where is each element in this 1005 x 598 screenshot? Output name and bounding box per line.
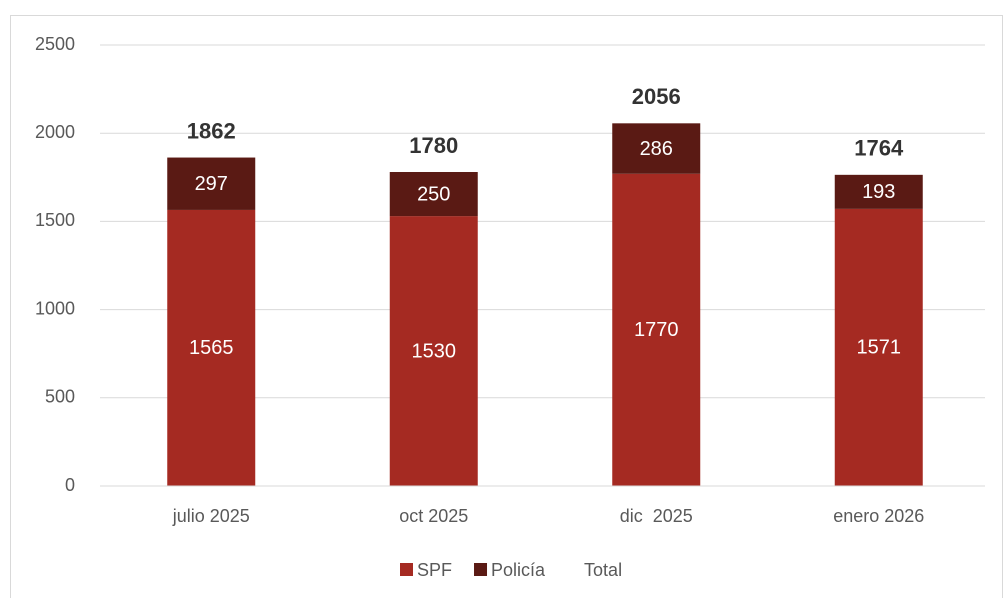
data-label: 1770 — [634, 319, 679, 341]
data-label: 1571 — [857, 337, 902, 359]
x-tick-label: julio 2025 — [172, 506, 250, 526]
legend-swatch — [400, 563, 413, 576]
bar-segment — [167, 209, 256, 486]
y-tick-label: 0 — [65, 475, 75, 495]
data-label: 1565 — [189, 337, 234, 359]
x-tick-label: oct 2025 — [399, 506, 468, 526]
bar-segment — [389, 216, 478, 486]
total-label: 1764 — [854, 136, 904, 161]
bar-segment — [389, 172, 478, 217]
y-tick-label: 500 — [45, 387, 75, 407]
total-label: 1780 — [409, 133, 458, 158]
legend-label: Policía — [491, 560, 546, 580]
y-tick-label: 1000 — [35, 298, 75, 318]
y-tick-label: 2000 — [35, 122, 75, 142]
total-label: 1862 — [187, 118, 236, 143]
data-label: 286 — [640, 138, 673, 160]
bar-segment — [834, 174, 923, 209]
y-tick-label: 1500 — [35, 210, 75, 230]
data-label: 297 — [195, 173, 228, 195]
legend-label: SPF — [417, 560, 452, 580]
data-label: 250 — [417, 183, 450, 205]
data-label: 193 — [862, 181, 895, 203]
y-tick-label: 2500 — [35, 34, 75, 54]
bar-segment — [167, 157, 256, 210]
legend-label: Total — [584, 560, 622, 580]
x-tick-label: dic 2025 — [620, 506, 693, 526]
bar-segment — [612, 123, 701, 174]
bar-segment — [834, 208, 923, 486]
data-label: 1530 — [412, 340, 457, 362]
legend-swatch — [474, 563, 488, 576]
total-label: 2056 — [632, 84, 681, 109]
bar-segment — [612, 173, 701, 486]
x-tick-label: enero 2026 — [833, 506, 924, 526]
